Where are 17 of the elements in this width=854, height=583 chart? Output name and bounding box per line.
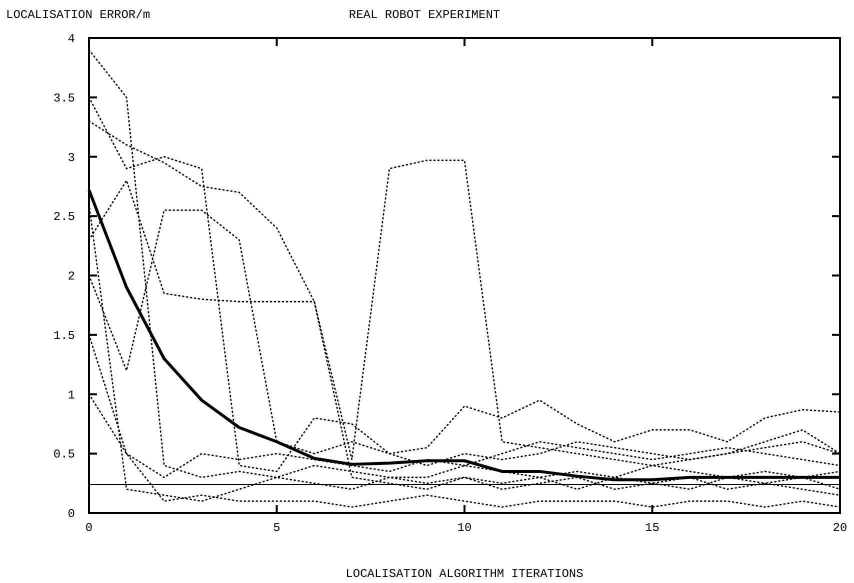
y-tick-label: 1	[68, 388, 75, 402]
y-tick-label: 1.5	[53, 328, 75, 343]
y-tick-label: 2	[68, 270, 75, 284]
y-axis-title: LOCALISATION ERROR/m	[6, 8, 150, 22]
x-tick-label: 20	[832, 521, 848, 535]
x-tick-label: 10	[457, 521, 472, 535]
x-tick-label: 15	[645, 521, 660, 535]
x-axis-title: LOCALISATION ALGORITHM ITERATIONS	[346, 567, 584, 581]
y-tick-label: 3.5	[53, 91, 75, 106]
y-tick-label: 4	[68, 32, 75, 46]
chart-title: REAL ROBOT EXPERIMENT	[348, 8, 500, 22]
x-tick-label: 5	[273, 521, 280, 535]
y-tick-label: 0.5	[53, 448, 75, 462]
y-tick-label: 0	[68, 507, 75, 521]
y-tick-label: 3	[68, 150, 75, 165]
x-tick-label: 0	[85, 521, 93, 535]
y-tick-label: 2.5	[53, 210, 75, 224]
